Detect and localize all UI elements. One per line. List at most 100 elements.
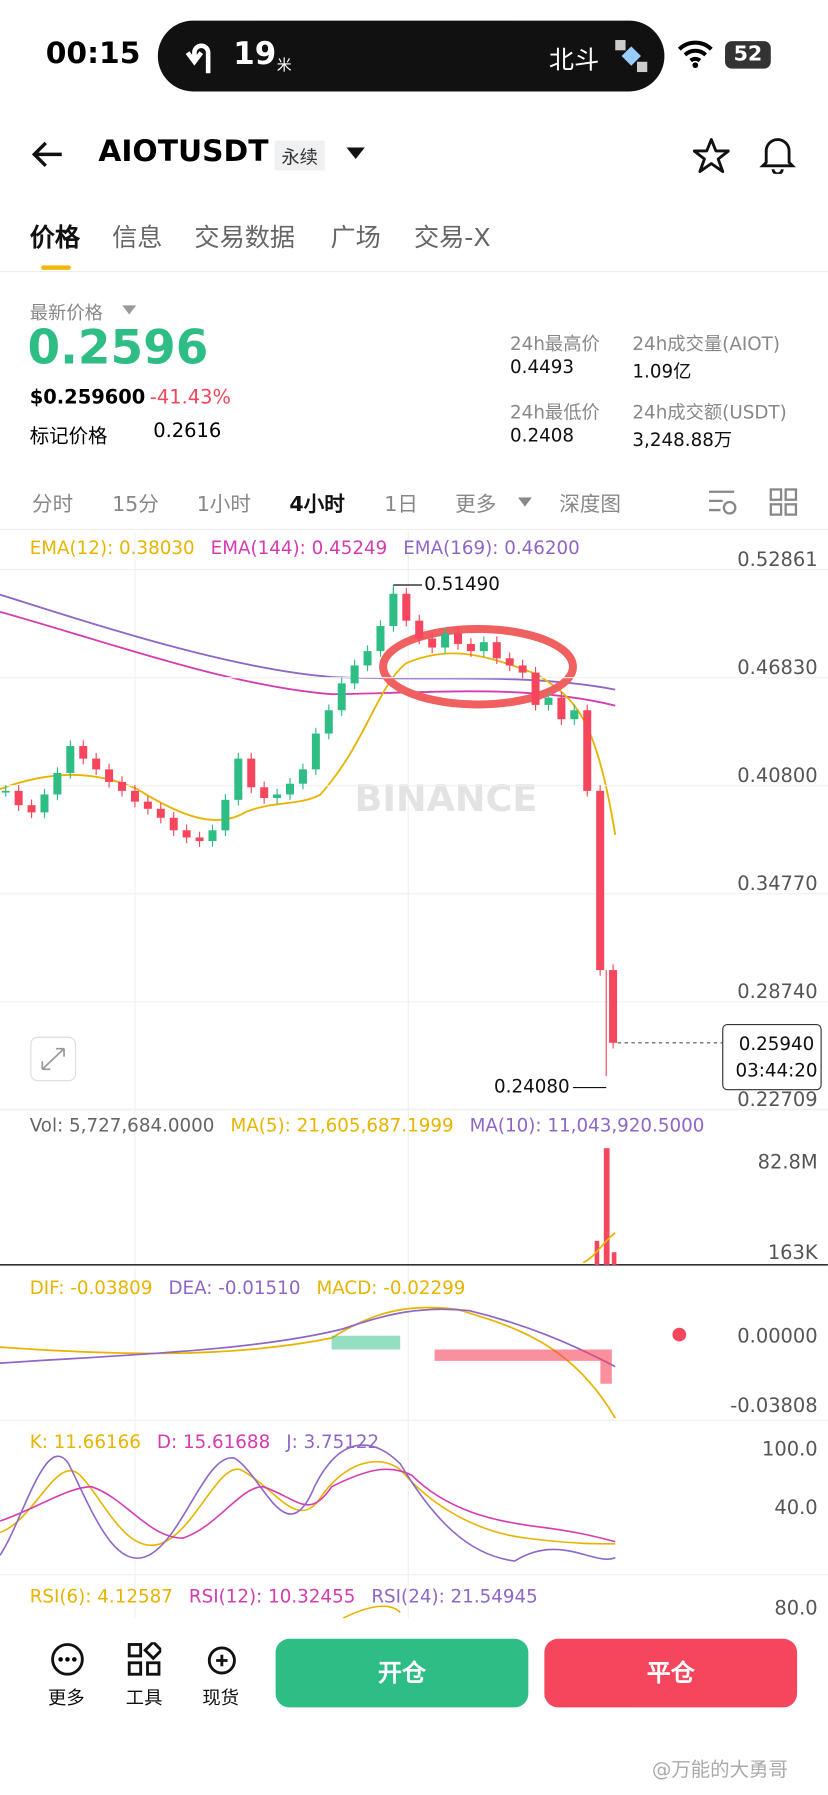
countdown: 03:44:20 [735,1060,817,1081]
candle [454,633,463,644]
legend-item: K: 11.66166 [30,1432,141,1453]
interval[interactable]: 更多 [455,492,497,517]
last-price-box [722,1023,822,1091]
interval[interactable]: 深度图 [559,492,621,517]
candle [337,683,346,711]
spot-icon[interactable] [204,1642,238,1676]
candle [505,658,514,666]
dif-line [0,1306,616,1419]
ema12-line [0,652,617,835]
battery: 52 [725,41,771,69]
legend-item: J: 3.75122 [285,1432,379,1453]
y-tick-label: 0.52861 [737,548,817,571]
wifi-icon [677,40,713,69]
candle [518,665,527,673]
credit: @万能的大勇哥 [651,1758,788,1782]
tab[interactable]: 交易-X [413,224,491,253]
candle [66,746,75,773]
y-tick-label: 0.28740 [737,980,817,1003]
interval[interactable]: 4小时 [289,492,345,517]
axis-label: -0.03808 [730,1394,817,1417]
candle [79,746,88,759]
candle [1,790,10,793]
legend-item: D: 15.61688 [157,1432,270,1453]
more-icon[interactable] [50,1642,84,1676]
open-button[interactable]: 开仓 [275,1638,529,1708]
tool-label[interactable]: 工具 [125,1686,163,1709]
legend-item: DEA: -0.01510 [168,1278,300,1299]
settings-icon[interactable] [707,487,739,517]
stat-label: 24h最低价 [510,401,600,424]
candle [14,790,23,806]
candle [286,783,295,795]
legend-item: DIF: -0.03809 [30,1278,153,1299]
candle [118,781,127,791]
interval[interactable]: 15分 [112,492,159,517]
satellite-icon [615,40,648,73]
candle [234,758,243,800]
favorite-button[interactable] [693,137,730,174]
candle [324,710,333,734]
candle [428,638,437,648]
candle [195,837,204,842]
legend-item: MA(5): 21,605,687.1999 [230,1115,453,1136]
usd-price: $0.259600 [29,386,146,410]
dynamic-island [157,20,665,92]
axis-label: 0.00000 [737,1324,817,1347]
stat-value: 1.09亿 [632,360,692,382]
nav-distance: 19 [233,36,277,73]
candle [609,970,618,1043]
last-price-label: 最新价格 [29,301,103,324]
tool-label[interactable]: 现货 [202,1686,240,1709]
ema144-line [0,610,616,707]
dropdown-icon[interactable] [121,304,137,315]
interval[interactable]: 分时 [32,492,74,517]
close-button[interactable]: 平仓 [544,1638,798,1708]
satellite-label: 北斗 [548,46,600,76]
volume-bar [594,1240,600,1265]
tab[interactable]: 价格 [29,224,81,253]
tools-icon[interactable] [127,1642,162,1676]
candle [479,642,488,652]
tool-label[interactable]: 更多 [48,1686,85,1709]
candle [557,697,566,720]
candle [389,593,398,627]
alert-button[interactable] [759,135,796,174]
tab[interactable]: 信息 [112,224,163,253]
axis-label: 82.8M [758,1151,818,1174]
y-tick-label: 0.40800 [737,764,817,787]
layout-icon[interactable] [768,487,798,517]
candle [260,787,269,799]
volume-bar [611,1252,617,1265]
candle [273,794,282,799]
candle [492,642,501,659]
candle [402,593,411,621]
back-button[interactable] [30,140,67,170]
price-change: -41.43% [149,386,231,410]
candle [583,710,592,791]
candle [570,710,579,720]
interval[interactable]: 1日 [384,492,418,517]
dropdown-icon[interactable] [517,496,533,507]
dropdown-icon[interactable] [345,146,366,160]
candle [130,790,139,802]
symbol[interactable]: AIOTUSDT [98,134,269,170]
mark-price-label: 标记价格 [29,425,108,449]
tab[interactable]: 广场 [330,224,381,253]
candle [298,769,307,784]
divider [0,271,828,273]
candle [415,620,424,639]
k-line [0,1460,616,1547]
tab[interactable]: 交易数据 [194,224,296,253]
axis-label: 40.0 [774,1496,817,1519]
candle [363,651,372,666]
candle [441,633,450,648]
low-label: 0.24080 [494,1077,570,1098]
status-time: 00:15 [45,36,141,71]
axis-label: 100.0 [762,1438,818,1461]
candle [544,697,553,705]
interval[interactable]: 1小时 [196,492,251,517]
macd-hist [434,1349,612,1384]
axis-label: 163K [768,1241,819,1264]
